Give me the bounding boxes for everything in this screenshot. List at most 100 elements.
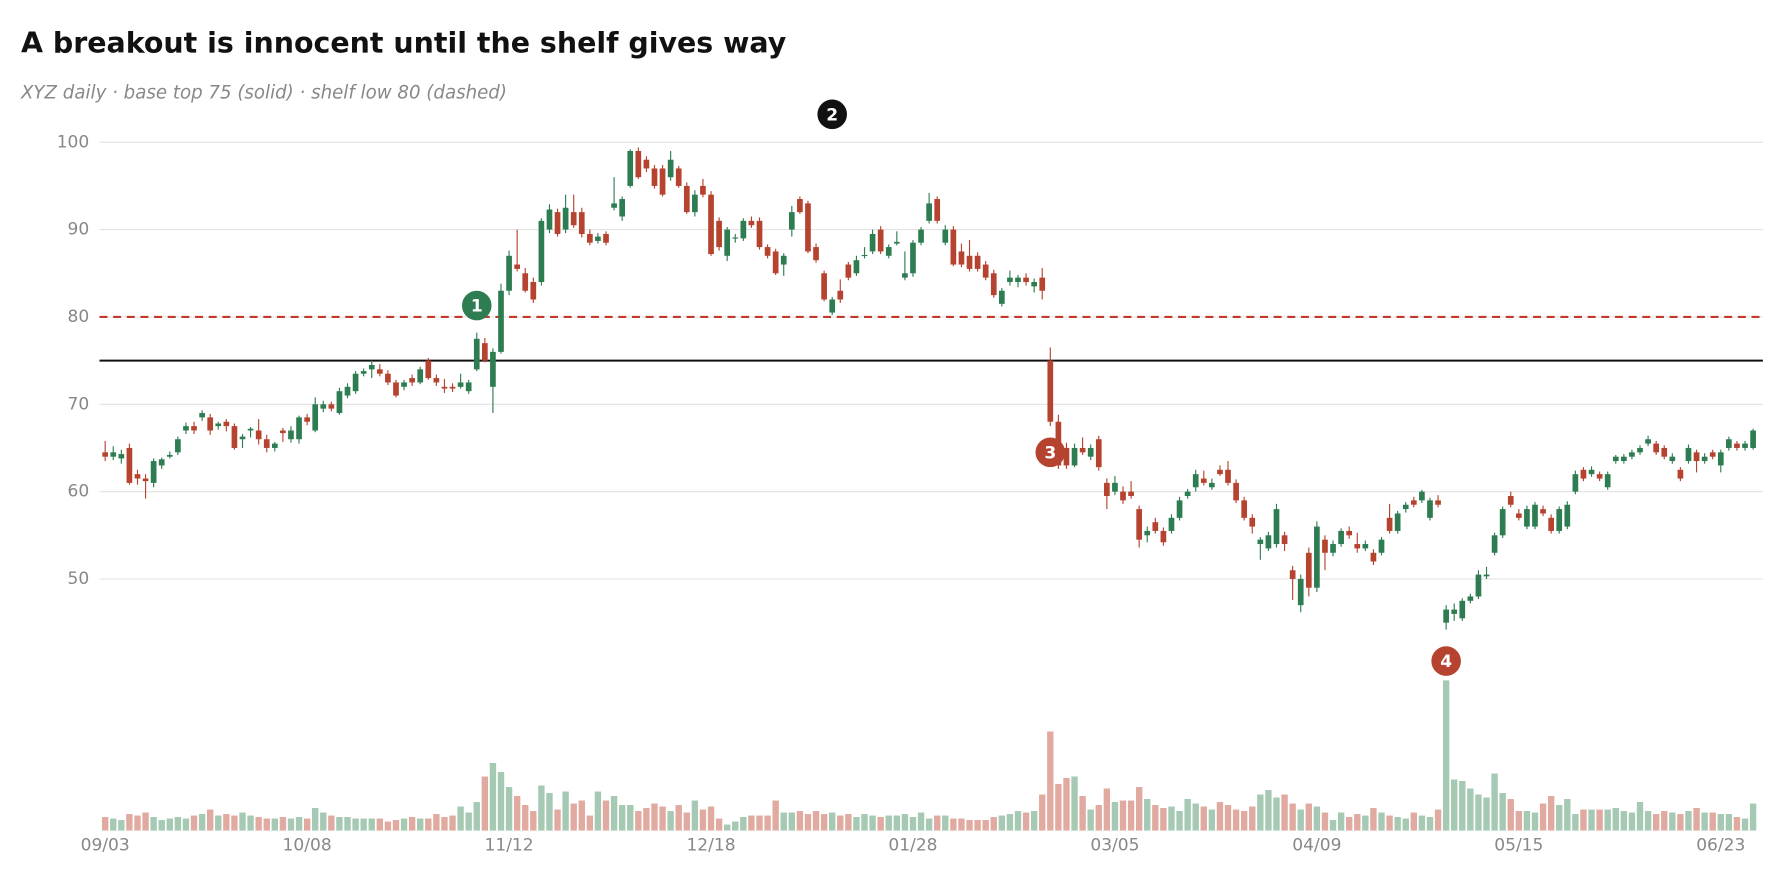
candle-body [1225,469,1231,483]
candle-body [1346,530,1353,536]
volume-bar [1402,818,1409,831]
candle-body [296,417,302,440]
volume-bar [570,803,577,831]
volume-bar [1588,809,1595,831]
volume-bar [255,817,262,831]
candle-body [902,273,908,278]
candle-body [1007,277,1013,283]
volume-bar [869,815,876,831]
candle-body [756,220,763,248]
volume-bar [1022,812,1030,831]
candle-body [950,229,957,265]
candle-body [506,255,512,291]
candle-body [603,233,609,243]
volume-bar [1442,680,1450,831]
volume-bar [796,811,804,831]
candle-body [1338,530,1344,545]
volume-bar [449,815,456,831]
candle-body [861,254,868,257]
volume-bar [942,815,949,831]
x-tick-label: 12/18 [686,835,735,855]
volume-bar [950,818,957,831]
volume-bar [1725,814,1733,831]
volume-bar [715,818,723,831]
volume-bar [142,812,149,831]
volume-bar [732,821,739,831]
volume-bar [360,818,367,831]
volume-bar [481,776,489,831]
volume-bar [1386,815,1393,831]
volume-bar [263,818,270,831]
candle-body [667,159,674,178]
volume-bar [1426,817,1434,831]
volume-bar [530,811,537,831]
candle-body [175,439,181,453]
candle-body [918,229,924,243]
candle-body [1281,535,1288,545]
candle-body [1621,456,1627,462]
candle-body [385,373,391,383]
annotation-label: 2 [826,105,838,125]
volume-bar [974,820,981,831]
candle-body [692,194,698,213]
chart-title: A breakout is innocent until the shelf g… [21,26,787,59]
candle-body [578,212,585,234]
candle-body [1402,504,1409,510]
x-tick-label: 06/23 [1696,835,1745,855]
volume-bar [1434,809,1442,831]
volume-bar [408,817,416,831]
volume-bar [1370,808,1377,831]
candle-body [934,199,941,221]
candle-body [748,220,755,226]
volume-bar [554,809,561,831]
candle-body [376,369,383,374]
volume-bar [723,824,731,831]
candle-body [1685,447,1692,462]
candle-body [457,382,464,387]
candle-body [1087,447,1094,457]
candle-body [288,430,294,440]
volume-bar [336,817,343,831]
candle-body [102,452,109,457]
candle-body [869,233,876,252]
volume-bar [150,817,157,831]
candle-body [1394,513,1401,531]
volume-bar [845,814,852,831]
candle-body [1136,509,1143,540]
volume-bar [667,811,674,831]
volume-bar [1216,802,1224,831]
candle-body [1677,469,1684,479]
candle-body [675,168,682,186]
volume-bar [651,803,658,831]
candle-body [1354,544,1361,549]
volume-bar [1297,809,1304,831]
volume-bar [425,818,432,831]
candle-body [1653,443,1660,453]
volume-bar [207,809,214,831]
candle-body [1305,552,1312,588]
candle-body [1289,570,1296,579]
volume-bar [683,812,690,831]
volume-bar [1467,788,1474,831]
volume-bar [1733,817,1741,831]
volume-bar [1039,794,1046,831]
volume-bar [1354,814,1361,831]
candle-body [1515,513,1522,518]
volume-bar [1192,803,1199,831]
candle-body [215,423,222,427]
candle-body [191,426,197,431]
volume-bar [1362,815,1369,831]
volume-bar [231,815,238,831]
candle-body [1645,439,1651,444]
candle-body [280,430,286,434]
volume-bar [320,812,327,831]
volume-bar [1127,800,1135,831]
candle-body [716,220,722,248]
candle-body [352,373,359,392]
volume-bar [1087,809,1094,831]
volume-bar [748,815,755,831]
candle-body [490,351,496,387]
y-tick-label: 50 [68,569,90,589]
candle-body [1386,517,1393,531]
candle-body [1265,535,1272,549]
